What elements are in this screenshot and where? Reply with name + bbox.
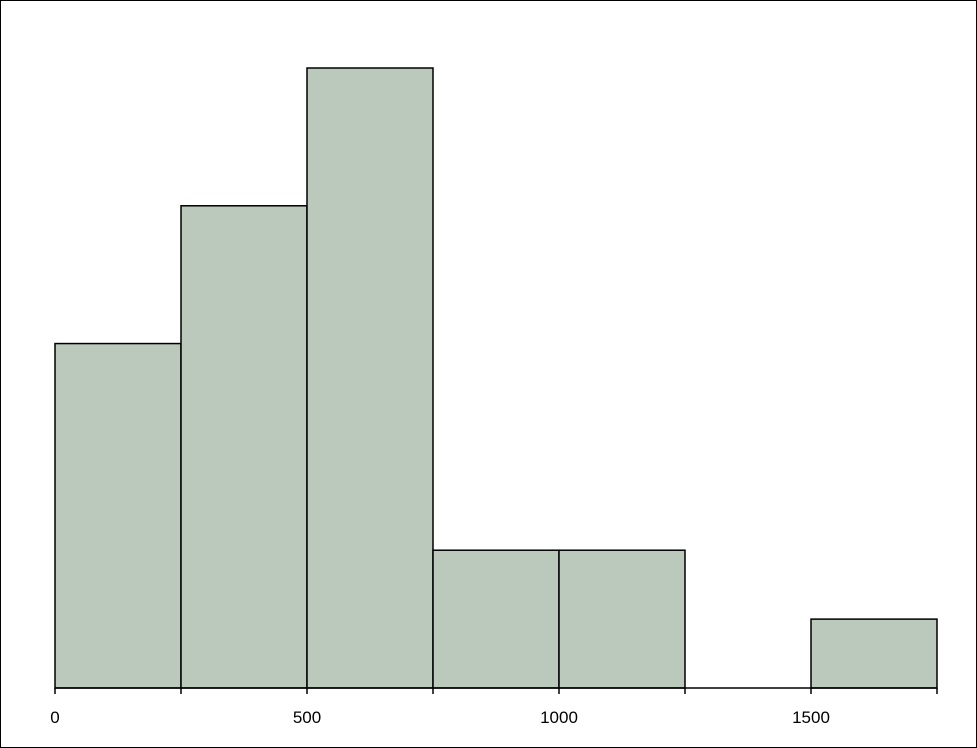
x-tick-label-1500: 1500 [792,708,830,727]
histogram-bar-750-1000 [432,549,560,689]
histogram-bar-500-750 [306,67,434,689]
histogram-bar-0-250 [54,342,182,689]
histogram-bar-1500-1750 [810,618,938,689]
x-axis: 0 500 1000 1500 [50,687,938,727]
histogram-bars [54,67,938,689]
x-tick-label-500: 500 [293,708,321,727]
x-tick-label-1000: 1000 [540,708,578,727]
x-tick-label-0: 0 [50,708,59,727]
histogram-bar-1000-1250 [558,549,686,689]
histogram-bar-250-500 [180,205,308,689]
